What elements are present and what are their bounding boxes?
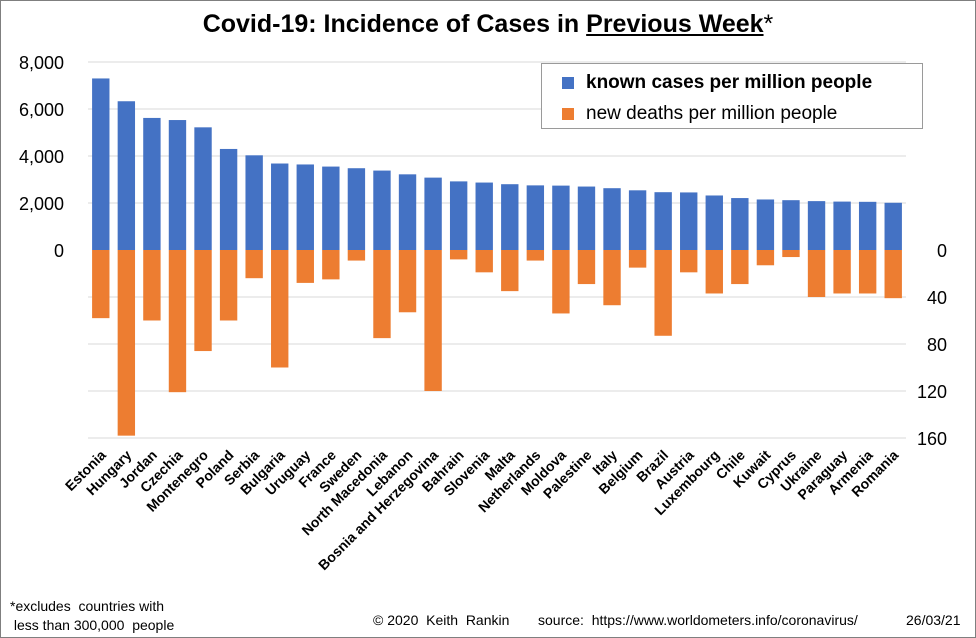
bar-deaths <box>603 250 621 306</box>
bar-cases <box>117 101 136 251</box>
bar-cases <box>219 148 238 250</box>
y-right-tick-label: 160 <box>917 429 947 449</box>
footnote: *excludes countries with less than 300,0… <box>10 597 174 635</box>
bar-deaths <box>168 250 187 393</box>
title-underlined: Previous Week <box>586 10 764 38</box>
bar-deaths <box>756 250 775 266</box>
legend-swatch-deaths <box>562 108 574 120</box>
legend-label-deaths: new deaths per million people <box>586 103 838 124</box>
legend-swatch-cases <box>562 77 574 89</box>
bar-cases <box>322 166 340 250</box>
bar-deaths <box>731 250 749 285</box>
y-right-tick-label: 80 <box>927 335 947 355</box>
bar-deaths <box>705 250 723 294</box>
bar-cases <box>526 185 545 250</box>
bar-cases <box>168 120 187 250</box>
bar-deaths <box>628 250 647 268</box>
bar-deaths <box>782 250 800 258</box>
bar-deaths <box>373 250 391 339</box>
legend-label-cases: known cases per million people <box>586 72 873 93</box>
bar-cases <box>296 164 314 250</box>
bar-cases <box>680 192 698 250</box>
bar-cases <box>373 170 391 250</box>
bar-cases <box>731 198 749 250</box>
bars <box>92 78 902 436</box>
title-suffix: * <box>763 10 774 38</box>
y-left-tick-label: 4,000 <box>19 147 64 167</box>
bar-deaths <box>552 250 570 314</box>
bar-deaths <box>884 250 902 299</box>
bar-cases <box>807 201 826 250</box>
bar-cases <box>271 163 289 250</box>
bar-deaths <box>92 250 110 319</box>
bar-deaths <box>833 250 851 294</box>
footnote-line-1: *excludes countries with <box>10 598 165 614</box>
bar-cases <box>577 186 596 250</box>
bar-deaths <box>475 250 493 273</box>
bar-deaths <box>194 250 212 352</box>
y-left-tick-label: 0 <box>54 241 64 261</box>
bar-deaths <box>322 250 340 280</box>
chart-title: Covid-19: Incidence of Cases in Previous… <box>0 10 976 39</box>
source-text: source: https://www.worldometers.info/co… <box>538 612 858 628</box>
bar-deaths <box>424 250 442 391</box>
bar-cases <box>501 184 519 250</box>
y-left-tick-label: 2,000 <box>19 194 64 214</box>
bar-cases <box>424 177 442 250</box>
bar-cases <box>833 201 851 250</box>
bar-cases <box>143 117 161 251</box>
bar-cases <box>347 168 366 250</box>
bar-cases <box>475 182 493 250</box>
bar-cases <box>449 181 468 250</box>
bar-cases <box>628 190 647 250</box>
bar-deaths <box>807 250 826 297</box>
credit-text: © 2020 Keith Rankin <box>373 612 510 628</box>
legend-item-deaths: new deaths per million people <box>562 102 837 126</box>
bar-cases <box>552 185 570 250</box>
bar-deaths <box>296 250 314 283</box>
bar-deaths <box>526 250 545 261</box>
bar-deaths <box>347 250 366 261</box>
bar-deaths <box>680 250 698 273</box>
bar-cases <box>245 155 263 250</box>
legend-item-cases: known cases per million people <box>562 71 872 95</box>
bar-cases <box>705 195 723 250</box>
bar-cases <box>858 201 877 250</box>
bar-deaths <box>117 250 136 436</box>
y-left-tick-label: 8,000 <box>19 53 64 73</box>
bar-cases <box>398 174 417 250</box>
legend: known cases per million people new death… <box>541 63 923 129</box>
bar-deaths <box>449 250 468 260</box>
bar-deaths <box>245 250 263 279</box>
bar-cases <box>603 188 621 250</box>
y-left-tick-label: 6,000 <box>19 100 64 120</box>
y-right-tick-label: 40 <box>927 288 947 308</box>
bar-cases <box>92 78 110 250</box>
bar-deaths <box>271 250 289 368</box>
bar-deaths <box>858 250 877 294</box>
title-main: Covid-19: Incidence of Cases in <box>202 10 587 38</box>
bar-cases <box>194 127 212 250</box>
bar-deaths <box>143 250 161 321</box>
bar-deaths <box>501 250 519 292</box>
bar-deaths <box>577 250 596 285</box>
y-right-tick-label: 120 <box>917 382 947 402</box>
bar-deaths <box>654 250 672 336</box>
bar-cases <box>756 199 775 250</box>
date-text: 26/03/21 <box>906 612 961 628</box>
bar-cases <box>884 202 902 250</box>
bar-deaths <box>398 250 417 313</box>
footnote-line-2: less than 300,000 people <box>10 617 175 633</box>
y-right-tick-label: 0 <box>937 241 947 261</box>
bar-deaths <box>219 250 238 321</box>
bar-cases <box>782 200 800 250</box>
bar-cases <box>654 192 672 250</box>
